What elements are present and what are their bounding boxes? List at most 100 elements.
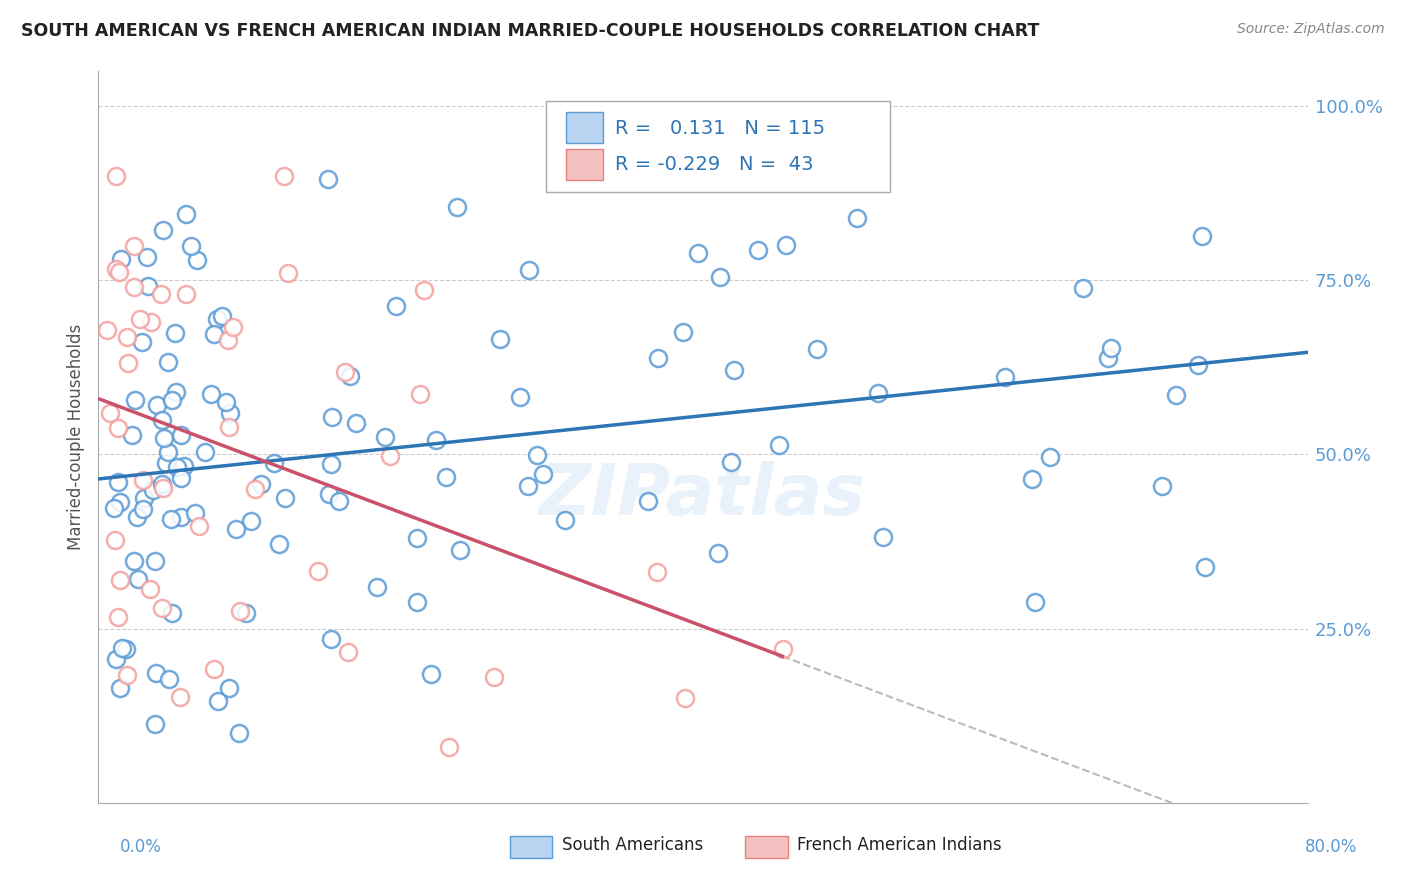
- Point: [205, 312, 228, 326]
- Point: [239, 514, 262, 528]
- Point: [184, 506, 207, 520]
- Point: [132, 473, 155, 487]
- Point: [517, 478, 540, 492]
- Point: [152, 482, 174, 496]
- Point: [166, 459, 188, 474]
- Text: SOUTH AMERICAN VS FRENCH AMERICAN INDIAN MARRIED-COUPLE HOUSEHOLDS CORRELATION C: SOUTH AMERICAN VS FRENCH AMERICAN INDIAN…: [21, 22, 1039, 40]
- Point: [720, 150, 742, 164]
- Point: [157, 355, 180, 369]
- Point: [111, 640, 134, 655]
- Point: [127, 509, 149, 524]
- Point: [437, 740, 460, 755]
- Point: [200, 387, 222, 401]
- Text: 0.0%: 0.0%: [120, 838, 162, 855]
- FancyBboxPatch shape: [567, 149, 603, 179]
- Point: [321, 632, 343, 647]
- Point: [136, 250, 159, 264]
- Point: [482, 670, 505, 684]
- Point: [160, 607, 183, 621]
- Point: [1194, 559, 1216, 574]
- Point: [173, 458, 195, 473]
- Point: [165, 384, 187, 399]
- Point: [169, 428, 191, 442]
- Text: 80.0%: 80.0%: [1305, 838, 1357, 855]
- Point: [105, 169, 128, 183]
- Point: [707, 546, 730, 560]
- Point: [406, 595, 429, 609]
- Point: [162, 393, 184, 408]
- Point: [110, 252, 132, 267]
- Point: [103, 501, 125, 516]
- Point: [412, 283, 434, 297]
- Text: South Americans: South Americans: [561, 836, 703, 855]
- FancyBboxPatch shape: [745, 836, 787, 858]
- Point: [145, 554, 167, 568]
- Y-axis label: Married-couple Households: Married-couple Households: [66, 324, 84, 550]
- Point: [229, 604, 252, 618]
- Point: [169, 690, 191, 705]
- Point: [131, 334, 153, 349]
- Point: [1021, 472, 1043, 486]
- Point: [108, 495, 131, 509]
- Point: [143, 717, 166, 731]
- Point: [218, 681, 240, 695]
- Point: [366, 580, 388, 594]
- Point: [170, 471, 193, 485]
- Point: [723, 362, 745, 376]
- Point: [449, 543, 471, 558]
- Point: [124, 238, 146, 252]
- Point: [344, 416, 367, 430]
- Point: [333, 365, 356, 379]
- Point: [321, 410, 343, 425]
- Point: [409, 386, 432, 401]
- Point: [115, 667, 138, 681]
- Point: [872, 531, 894, 545]
- Point: [307, 564, 329, 578]
- Point: [219, 406, 242, 420]
- Point: [188, 519, 211, 533]
- Point: [637, 493, 659, 508]
- Point: [319, 457, 342, 471]
- Point: [374, 429, 396, 443]
- Point: [531, 467, 554, 481]
- Point: [202, 327, 225, 342]
- Point: [214, 394, 236, 409]
- Point: [105, 262, 128, 277]
- Point: [157, 444, 180, 458]
- Point: [180, 239, 202, 253]
- Point: [673, 691, 696, 706]
- Point: [124, 392, 146, 407]
- Point: [104, 652, 127, 666]
- Point: [217, 333, 239, 347]
- Point: [132, 502, 155, 516]
- FancyBboxPatch shape: [546, 101, 890, 192]
- Point: [174, 287, 197, 301]
- Point: [235, 606, 257, 620]
- Point: [380, 449, 402, 463]
- Point: [1191, 229, 1213, 244]
- Point: [150, 287, 173, 301]
- Point: [1024, 594, 1046, 608]
- Point: [772, 642, 794, 657]
- Point: [117, 356, 139, 370]
- Point: [647, 351, 669, 366]
- Point: [1152, 479, 1174, 493]
- Point: [263, 456, 285, 470]
- Point: [108, 265, 131, 279]
- Point: [250, 476, 273, 491]
- Point: [122, 280, 145, 294]
- Point: [1039, 450, 1062, 465]
- Point: [228, 726, 250, 740]
- Point: [163, 326, 186, 341]
- Point: [318, 487, 340, 501]
- Point: [145, 665, 167, 680]
- Point: [446, 201, 468, 215]
- Point: [554, 513, 576, 527]
- Point: [747, 244, 769, 258]
- Point: [107, 421, 129, 435]
- Point: [153, 431, 176, 445]
- Point: [1164, 388, 1187, 402]
- Point: [768, 438, 790, 452]
- Point: [107, 475, 129, 489]
- Point: [115, 330, 138, 344]
